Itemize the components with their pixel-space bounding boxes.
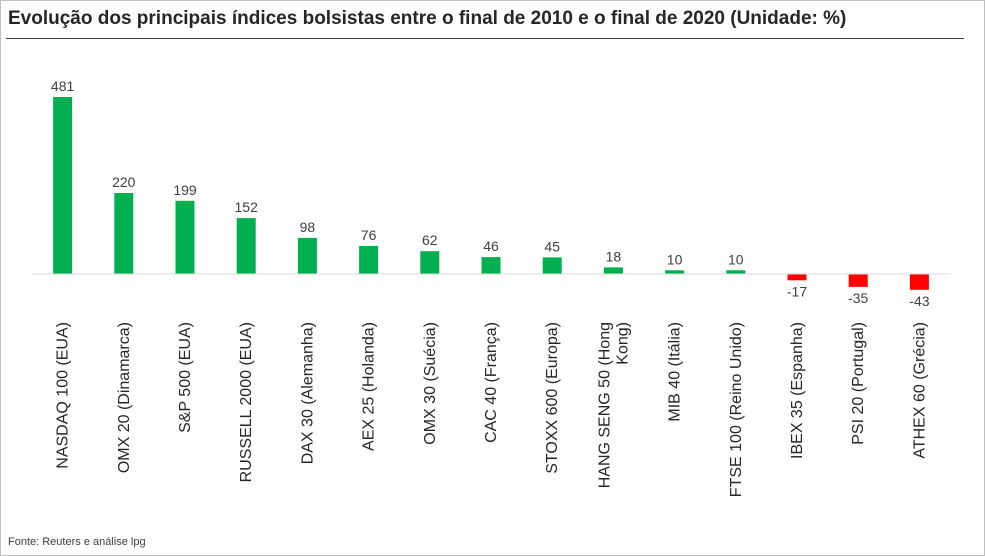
bar [359,246,379,274]
category-label: STOXX 600 (Europa) [544,322,561,474]
category-label: AEX 25 (Holanda) [361,322,378,451]
bar [848,274,868,287]
bar [787,274,807,281]
category-label-line: NASDAQ 100 (EUA) [55,322,72,469]
category-label: ATHEX 60 (Grécia) [911,322,928,459]
data-label: 45 [544,238,560,254]
bar [665,270,685,274]
category-label-line: AEX 25 (Holanda) [361,322,378,451]
data-label: -35 [848,290,868,306]
category-label: DAX 30 (Alemanha) [299,322,316,464]
bar [297,237,317,274]
data-label: 18 [606,248,622,264]
category-label: MIB 40 (Itália) [667,322,684,422]
category-label-line: ATHEX 60 (Grécia) [911,322,928,459]
bar [236,218,256,274]
category-label: CAC 40 (França) [483,322,500,443]
category-label-line: OMX 30 (Suécia) [422,322,439,445]
category-label-line: OMX 20 (Dinamarca) [116,322,133,473]
data-label: 46 [483,238,499,254]
category-label-line: DAX 30 (Alemanha) [299,322,316,464]
category-label-line: HANG SENG 50 (Hong [596,322,613,488]
category-label-line: MIB 40 (Itália) [667,322,684,422]
data-label: 481 [51,78,75,94]
category-label: OMX 30 (Suécia) [422,322,439,445]
category-label: OMX 20 (Dinamarca) [116,322,133,473]
category-label: IBEX 35 (Espanha) [789,322,806,459]
bar [420,251,440,274]
chart-title: Evolução dos principais índices bolsista… [8,8,847,29]
category-label-line: RUSSELL 2000 (EUA) [238,322,255,482]
bar [542,257,562,274]
category-label: NASDAQ 100 (EUA) [55,322,72,469]
category-label-line: IBEX 35 (Espanha) [789,322,806,459]
data-label: 98 [300,219,316,235]
data-label: -43 [909,293,929,309]
data-label: 152 [235,199,259,215]
data-label: 220 [112,174,136,190]
bars-group [53,97,929,290]
data-label: -17 [787,283,807,299]
bar [726,270,746,274]
category-label-line: FTSE 100 (Reino Unido) [728,322,745,497]
category-label: FTSE 100 (Reino Unido) [728,322,745,497]
category-label-line: PSI 20 (Portugal) [850,322,867,445]
category-label-line: S&P 500 (EUA) [177,322,194,433]
bar [909,274,929,290]
bar [603,267,623,274]
source-note: Fonte: Reuters e análise lpg [8,536,146,548]
category-label-line: CAC 40 (França) [483,322,500,443]
category-label-line: STOXX 600 (Europa) [544,322,561,474]
title-divider [6,38,964,39]
bar [114,193,134,274]
value-labels-group: 481 220 199 152 98 76 62 46 45 18 10 10 -17 -35 -43 [51,78,930,309]
category-label: S&P 500 (EUA) [177,322,194,433]
category-label: HANG SENG 50 (HongKong) [596,322,631,488]
data-label: 10 [728,251,744,267]
category-labels-group: NASDAQ 100 (EUA) OMX 20 (Dinamarca) S&P 50… [55,322,929,497]
category-label: PSI 20 (Portugal) [850,322,867,445]
data-label: 62 [422,232,438,248]
data-label: 76 [361,227,377,243]
bar [481,257,501,274]
data-label: 10 [667,251,683,267]
category-label: RUSSELL 2000 (EUA) [238,322,255,482]
bar [53,97,73,274]
bar [175,200,195,274]
category-label-line: Kong) [614,322,631,365]
data-label: 199 [173,182,197,198]
